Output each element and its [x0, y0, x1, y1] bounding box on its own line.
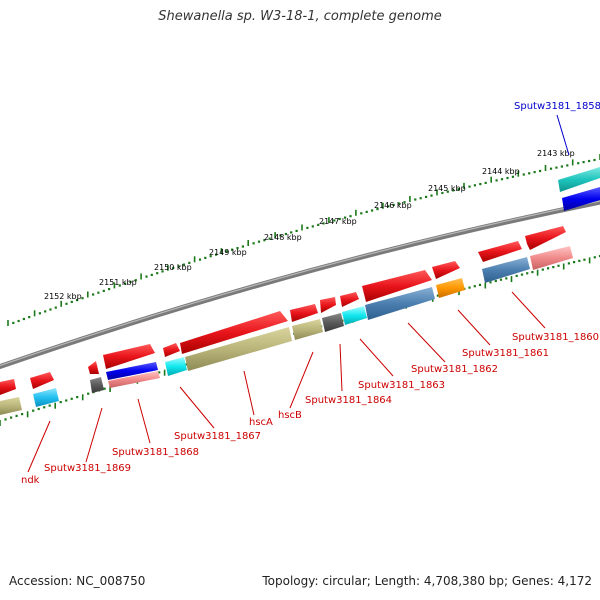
gene-arrow[interactable]: [362, 270, 432, 302]
outer-tick-ruler: [7, 154, 600, 326]
gene-arrow[interactable]: [340, 292, 359, 307]
gene-arrow[interactable]: [432, 261, 460, 279]
gene-block-cyan[interactable]: [165, 357, 187, 376]
leader-lines: [27, 114, 570, 473]
kbp-label-2146: 2146 kbp: [374, 201, 412, 210]
kbp-label-2150: 2150 kbp: [154, 263, 192, 272]
gene-label-ndk[interactable]: ndk: [21, 475, 40, 486]
gene-label-sputw3181-1863[interactable]: Sputw3181_1863: [358, 380, 445, 391]
gene-label-sputw3181-1862[interactable]: Sputw3181_1862: [411, 364, 498, 375]
gene-arrow[interactable]: [88, 361, 99, 374]
gene-arrow[interactable]: [180, 311, 288, 354]
gene-block-olive[interactable]: [0, 397, 22, 415]
map-title: Shewanella sp. W3-18-1, complete genome: [158, 9, 442, 24]
gene-block-gray[interactable]: [322, 313, 344, 332]
gene-label-hsca[interactable]: hscA: [249, 417, 273, 428]
gene-arrow[interactable]: [0, 379, 16, 395]
gene-block-olive[interactable]: [292, 319, 323, 340]
category-genes: [0, 246, 573, 415]
gene-label-hscb[interactable]: hscB: [278, 410, 302, 421]
gene-label-sputw3181-1861[interactable]: Sputw3181_1861: [462, 348, 549, 359]
gene-label-sputw3181-1868[interactable]: Sputw3181_1868: [112, 447, 199, 458]
genome-summary-text: Topology: circular; Length: 4,708,380 bp…: [262, 574, 592, 588]
kbp-label-2149: 2149 kbp: [209, 248, 247, 257]
gene-label-sputw3181-1860[interactable]: Sputw3181_1860: [512, 332, 599, 343]
gene-arrow[interactable]: [478, 241, 522, 262]
gene-block-cyan[interactable]: [342, 306, 367, 325]
kbp-label-2143: 2143 kbp: [537, 149, 575, 158]
gene-block-gray[interactable]: [90, 377, 104, 393]
gene-arrow[interactable]: [163, 343, 180, 357]
gene-block-steel[interactable]: [365, 287, 435, 320]
kbp-label-2152: 2152 kbp: [44, 292, 82, 301]
kbp-label-2148: 2148 kbp: [264, 233, 302, 242]
gene-block-pink[interactable]: [108, 371, 160, 388]
forward-genes: [0, 226, 566, 395]
gene-block-olive[interactable]: [185, 327, 292, 371]
gene-label-sputw3181-1858[interactable]: Sputw3181_1858: [514, 101, 600, 112]
kbp-label-2144: 2144 kbp: [482, 167, 520, 176]
inner-tick-ruler: [0, 255, 600, 426]
gene-block-orange[interactable]: [436, 278, 465, 298]
gene-label-sputw3181-1869[interactable]: Sputw3181_1869: [44, 463, 131, 474]
gene-sputw3181-1858[interactable]: [558, 167, 600, 211]
gene-arrow[interactable]: [320, 297, 336, 313]
gene-arrow[interactable]: [290, 304, 318, 322]
kbp-scale: 2143 kbp 2144 kbp 2145 kbp 2146 kbp 2147…: [44, 149, 575, 301]
accession-text: Accession: NC_008750: [9, 574, 146, 588]
gene-block-sky[interactable]: [33, 388, 59, 407]
gene-arrow[interactable]: [30, 372, 54, 389]
gene-label-sputw3181-1867[interactable]: Sputw3181_1867: [174, 431, 261, 442]
gene-arrow[interactable]: [103, 344, 155, 369]
gene-block-steel[interactable]: [482, 257, 530, 283]
kbp-label-2151: 2151 kbp: [99, 278, 137, 287]
genome-backbone: [0, 199, 600, 370]
kbp-label-2145: 2145 kbp: [428, 184, 466, 193]
gene-arrow[interactable]: [525, 226, 566, 250]
gene-block-pink[interactable]: [530, 246, 573, 270]
gene-label-sputw3181-1864[interactable]: Sputw3181_1864: [305, 395, 392, 406]
gene-block-blue[interactable]: [106, 362, 158, 380]
genome-backbone-highlight: [0, 200, 600, 367]
kbp-label-2147: 2147 kbp: [319, 217, 357, 226]
gene-labels: Sputw3181_1858 Sputw3181_1860 Sputw3181_…: [21, 101, 600, 486]
